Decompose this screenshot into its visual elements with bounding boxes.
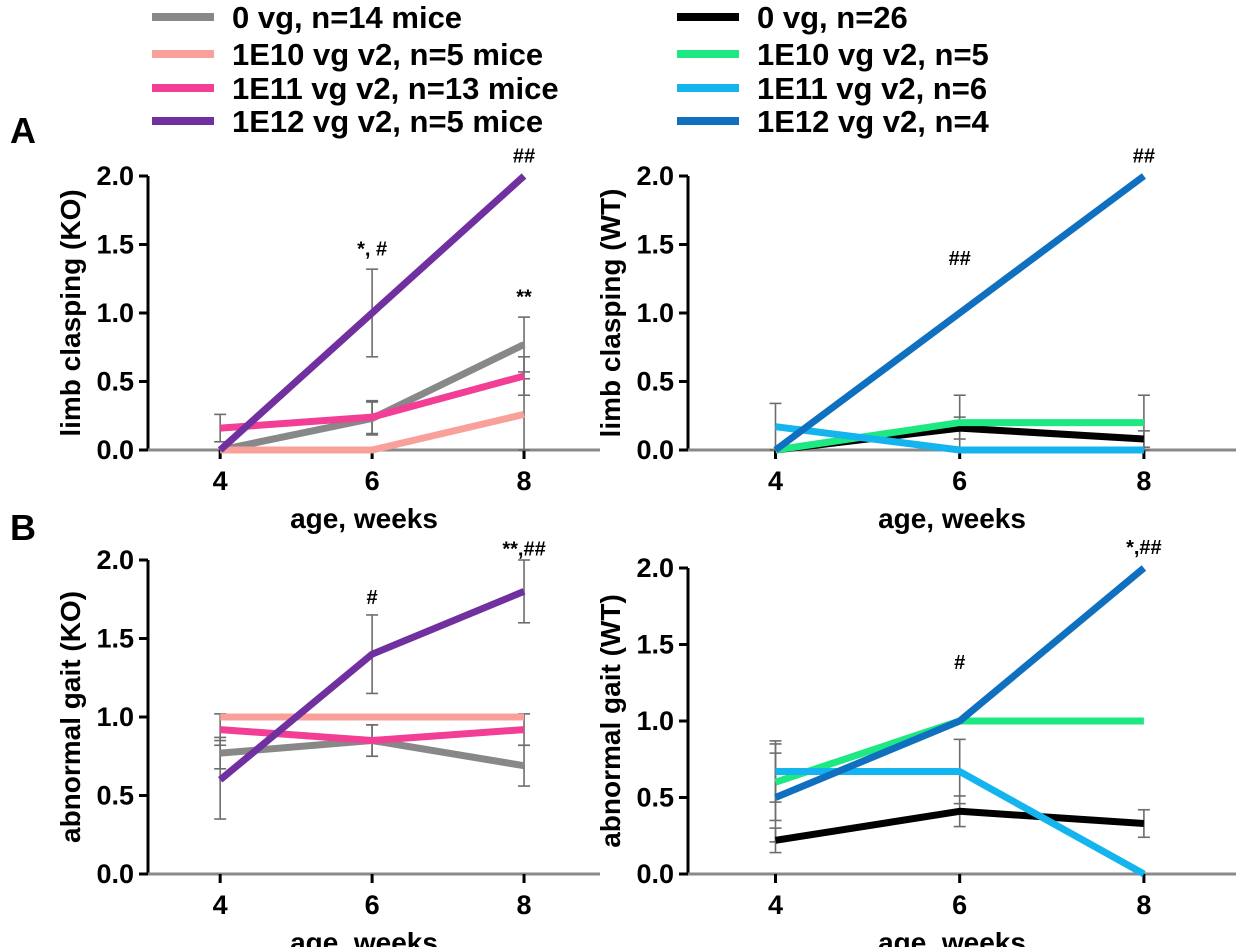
y-tick-label: 1.0 [96, 298, 134, 328]
y-tick-label: 2.0 [636, 161, 674, 191]
legend-right: 0 vg, n=26 1E10 vg v2, n=5 1E11 vg v2, n… [677, 0, 990, 139]
y-tick-label: 2.0 [96, 161, 134, 191]
x-tick-label: 4 [213, 466, 228, 496]
series-line-1e11-vg-v2-n-13-mice [219, 726, 525, 744]
panel-label-a: A [10, 110, 36, 151]
legend-label-ko-1e11: 1E11 vg v2, n=13 mice [232, 71, 559, 106]
significance-annotation: ## [513, 145, 535, 167]
legend-label-wt-1e12: 1E12 vg v2, n=4 [757, 104, 990, 139]
y-tick-label: 1.5 [636, 230, 674, 260]
y-tick-label: 1.5 [96, 230, 134, 260]
x-tick-label: 6 [952, 890, 967, 920]
legend-label-wt-0vg: 0 vg, n=26 [757, 0, 908, 35]
legend-label-ko-1e10: 1E10 vg v2, n=5 mice [232, 37, 543, 72]
chart-limb-clasping-wt: 0.0 0.5 1.0 1.5 2.0 4 6 8 age, weeks limb claspin… [595, 145, 1236, 534]
x-axis-title: age, weeks [290, 503, 438, 534]
series-line-1e11-vg-v2-n-13-mice [219, 372, 525, 432]
y-axis-title: limb clasping (KO) [55, 189, 86, 436]
legend-label-ko-0vg: 0 vg, n=14 mice [232, 0, 462, 35]
series-line-1e12-vg-v2-n-5-mice [217, 173, 527, 453]
legend-label-wt-1e11: 1E11 vg v2, n=6 [757, 71, 987, 106]
significance-annotation: *, # [357, 238, 387, 260]
y-tick-label: 0.5 [636, 783, 674, 813]
series-line-1e12-vg-v2-n-4 [773, 173, 1146, 453]
series-line-1e10-vg-v2-n-5 [774, 419, 1144, 454]
significance-annotation: # [367, 587, 378, 609]
significance-annotation: ** [516, 286, 532, 308]
y-tick-label: 1.5 [96, 624, 134, 654]
chart-abnormal-gait-ko: 0.0 0.5 1.0 1.5 2.0 4 6 8 age, weeks abnormal gai… [55, 538, 600, 947]
x-tick-label: 8 [1136, 466, 1151, 496]
x-tick-label: 4 [768, 890, 783, 920]
significance-annotation: ## [1133, 145, 1155, 167]
significance-annotation: *,## [1126, 537, 1162, 559]
legend: 0 vg, n=14 mice 1E10 vg v2, n=5 mice 1E1… [152, 0, 990, 139]
y-axis-title: limb clasping (WT) [595, 189, 626, 438]
y-tick-label: 1.0 [636, 298, 674, 328]
x-tick-label: 6 [365, 890, 380, 920]
significance-annotation: **,## [502, 538, 545, 560]
x-tick-label: 8 [1136, 890, 1151, 920]
y-tick-label: 0.5 [636, 367, 674, 397]
x-tick-label: 8 [517, 466, 532, 496]
y-axis-title: abnormal gait (WT) [595, 594, 626, 848]
y-axis-title: abnormal gait (KO) [55, 591, 86, 843]
x-tick-label: 6 [365, 466, 380, 496]
series-line-0-vg-n-26 [774, 807, 1145, 844]
y-tick-label: 0.5 [96, 367, 134, 397]
legend-label-wt-1e10: 1E10 vg v2, n=5 [757, 37, 989, 72]
series-line-1e10-vg-v2-n-5-mice [220, 410, 525, 454]
x-tick-label: 8 [517, 890, 532, 920]
y-tick-label: 2.0 [96, 545, 134, 575]
y-tick-label: 1.5 [636, 630, 674, 660]
y-tick-label: 0.0 [636, 435, 674, 465]
y-tick-label: 2.0 [636, 553, 674, 583]
chart-limb-clasping-ko: 0.0 0.5 1.0 1.5 2.0 4 6 8 age, weeks limb claspin… [55, 145, 600, 534]
chart-abnormal-gait-wt: 0.0 0.5 1.0 1.5 2.0 4 6 8 age, weeks abnormal gai… [595, 537, 1236, 947]
x-tick-label: 4 [213, 890, 228, 920]
x-axis-title: age, weeks [878, 503, 1026, 534]
legend-left: 0 vg, n=14 mice 1E10 vg v2, n=5 mice 1E1… [152, 0, 559, 139]
significance-annotation: ## [949, 248, 971, 270]
x-tick-label: 6 [952, 466, 967, 496]
significance-annotation: # [954, 652, 965, 674]
y-tick-label: 0.0 [636, 859, 674, 889]
legend-label-ko-1e12: 1E12 vg v2, n=5 mice [232, 104, 543, 139]
y-tick-label: 0.0 [96, 435, 134, 465]
series-line-1e12-vg-v2-n-4 [774, 565, 1147, 801]
series-line-1e11-vg-v2-n-6 [775, 423, 1144, 454]
x-axis-title: age, weeks [878, 927, 1026, 947]
y-tick-label: 1.0 [636, 706, 674, 736]
panel-label-b: B [10, 507, 36, 548]
y-tick-label: 0.0 [96, 859, 134, 889]
x-tick-label: 4 [768, 466, 783, 496]
y-tick-label: 0.5 [96, 781, 134, 811]
x-axis-title: age, weeks [290, 927, 438, 947]
series-line-1e12-vg-v2-n-5-mice [217, 588, 526, 783]
y-tick-label: 1.0 [96, 702, 134, 732]
